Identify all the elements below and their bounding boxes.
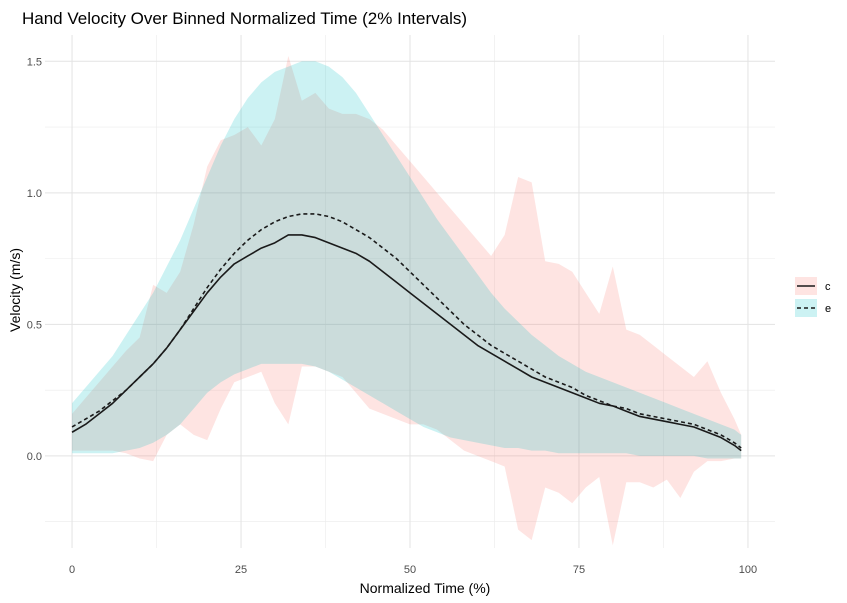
- y-tick-label-0: 0.0: [27, 451, 42, 463]
- y-axis-title: Velocity (m/s): [7, 248, 23, 332]
- ribbon-e: [72, 61, 742, 459]
- x-axis-title: Normalized Time (%): [360, 580, 491, 596]
- x-tick-label-4: 100: [739, 564, 757, 576]
- x-tick-label-0: 0: [69, 564, 75, 576]
- legend-label-e: e: [825, 303, 831, 315]
- mean-lines: [71, 213, 742, 452]
- x-tick-label-3: 75: [573, 564, 585, 576]
- tick-labels: 0 25 50 75 100 0.0 0.5 1.0 1.5: [27, 56, 757, 576]
- legend: ce: [795, 277, 831, 317]
- legend-label-c: c: [825, 281, 831, 293]
- legend-item-e: e: [795, 299, 831, 317]
- x-tick-label-1: 25: [235, 564, 247, 576]
- y-tick-label-1: 0.5: [27, 319, 42, 331]
- legend-item-c: c: [795, 277, 831, 295]
- confidence-bands: [72, 56, 742, 546]
- grid: [45, 35, 775, 548]
- mean-line-e: [71, 213, 742, 449]
- ribbon-c: [72, 56, 742, 546]
- y-tick-label-2: 1.0: [27, 188, 42, 200]
- x-tick-label-2: 50: [404, 564, 416, 576]
- y-tick-label-3: 1.5: [27, 56, 42, 68]
- chart-title: Hand Velocity Over Binned Normalized Tim…: [22, 9, 467, 28]
